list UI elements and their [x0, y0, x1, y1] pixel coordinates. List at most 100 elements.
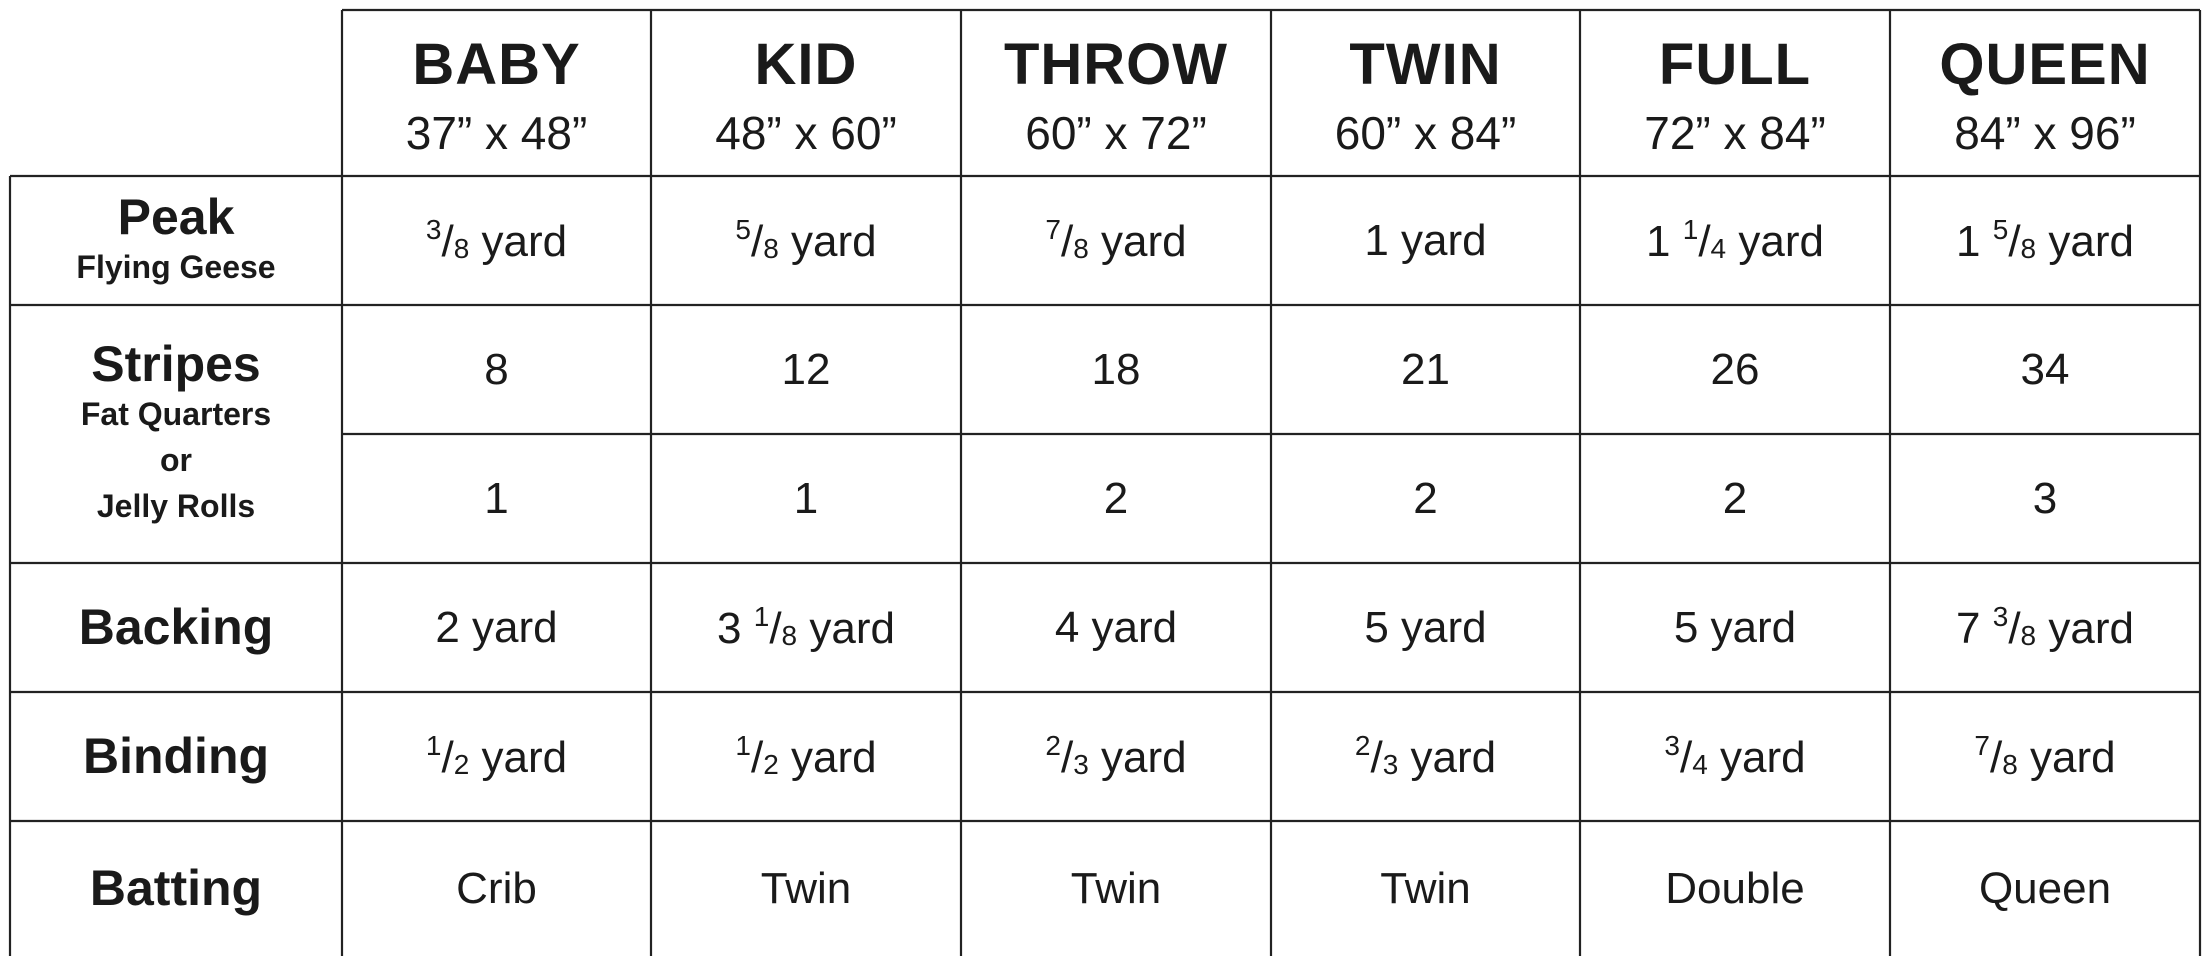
- table-cell-value: Twin: [651, 821, 961, 956]
- table-cell-value: 1 5/8 yard: [1890, 176, 2200, 305]
- size-dimensions: 84” x 96”: [1954, 107, 2136, 159]
- row-title: Peak: [117, 189, 235, 246]
- row-subtitle: Flying Geese: [76, 248, 276, 285]
- cell-value: 7/8 yard: [1045, 214, 1187, 266]
- table-cell-value: 26: [1580, 305, 1890, 434]
- size-header-kid: KID 48” x 60”: [651, 10, 961, 176]
- table-cell-value: 5/8 yard: [651, 176, 961, 305]
- cell-value: 1 5/8 yard: [1956, 214, 2134, 266]
- cell-value: 7/8 yard: [1974, 730, 2116, 782]
- cell-value: Queen: [1978, 863, 2112, 913]
- row-subtitle: Fat Quarters: [80, 395, 272, 432]
- cell-value: 34: [2020, 344, 2070, 394]
- row-title: Batting: [89, 860, 263, 917]
- cell-value: Twin: [1380, 863, 1471, 913]
- table-cell-value: 2/3 yard: [961, 692, 1271, 821]
- table-cell-value: 2: [1271, 434, 1580, 563]
- cell-value: 26: [1710, 344, 1760, 394]
- cell-value: 5 yard: [1364, 602, 1487, 652]
- table-cell-value: Twin: [1271, 821, 1580, 956]
- row-label-batting: Batting: [10, 821, 342, 956]
- table-cell-value: Double: [1580, 821, 1890, 956]
- size-name: QUEEN: [1939, 32, 2151, 97]
- table-cell-value: 1: [651, 434, 961, 563]
- table-cell-value: Queen: [1890, 821, 2200, 956]
- cell-value: 18: [1091, 344, 1141, 394]
- row-label-stripes: Stripes Fat Quarters or Jelly Rolls: [10, 305, 342, 563]
- row-title: Stripes: [91, 336, 261, 393]
- table-cell-value: 1/2 yard: [651, 692, 961, 821]
- table-cell-value: 2/3 yard: [1271, 692, 1580, 821]
- cell-value: 3 1/8 yard: [717, 601, 895, 653]
- cell-value: 3: [2032, 473, 2058, 523]
- table-cell-value: 3: [1890, 434, 2200, 563]
- table-cell-value: 5 yard: [1580, 563, 1890, 692]
- table-cell-value: 1/2 yard: [342, 692, 651, 821]
- size-header-full: FULL 72” x 84”: [1580, 10, 1890, 176]
- table-cell-value: 4 yard: [961, 563, 1271, 692]
- cell-value: 1/2 yard: [425, 730, 568, 782]
- size-dimensions: 60” x 84”: [1334, 107, 1517, 159]
- cell-value: 5 yard: [1673, 602, 1797, 652]
- size-name: THROW: [1003, 32, 1229, 97]
- size-dimensions: 37” x 48”: [405, 107, 588, 159]
- cell-value: 2/3 yard: [1045, 730, 1187, 782]
- cell-value: 12: [781, 344, 831, 394]
- cell-value: 5/8 yard: [735, 214, 877, 266]
- table-cell-value: 1 yard: [1271, 176, 1580, 305]
- table-cell-value: 2: [961, 434, 1271, 563]
- row-label-backing: Backing: [10, 563, 342, 692]
- cell-value: 1: [793, 473, 819, 523]
- table-cell-value: 21: [1271, 305, 1580, 434]
- row-title: Binding: [82, 728, 270, 785]
- cell-value: 1 1/4 yard: [1646, 214, 1824, 266]
- table-cell-value: 1: [342, 434, 651, 563]
- size-dimensions: 48” x 60”: [715, 107, 897, 159]
- cell-value: 2 yard: [435, 602, 558, 652]
- table-cell-value: 7 3/8 yard: [1890, 563, 2200, 692]
- table-cell-value: 1 1/4 yard: [1580, 176, 1890, 305]
- cell-value: 2: [1722, 473, 1748, 523]
- cell-value: 4 yard: [1054, 602, 1178, 652]
- table-cell-value: 8: [342, 305, 651, 434]
- row-subtitle: or: [160, 442, 192, 479]
- size-name: BABY: [412, 32, 581, 97]
- table-cell-value: Crib: [342, 821, 651, 956]
- size-header-throw: THROW 60” x 72”: [961, 10, 1271, 176]
- cell-value: 1: [484, 473, 509, 523]
- cell-value: 3/8 yard: [425, 214, 568, 266]
- table-cell-value: 12: [651, 305, 961, 434]
- table-cell-value: 7/8 yard: [1890, 692, 2200, 821]
- table-cell-value: 2 yard: [342, 563, 651, 692]
- row-label-binding: Binding: [10, 692, 342, 821]
- size-name: KID: [754, 32, 858, 97]
- table-cell-value: 34: [1890, 305, 2200, 434]
- cell-value: 2: [1413, 473, 1438, 523]
- table-cell-value: 18: [961, 305, 1271, 434]
- size-header-baby: BABY 37” x 48”: [342, 10, 651, 176]
- cell-value: 2/3 yard: [1354, 730, 1497, 782]
- size-name: FULL: [1658, 32, 1812, 97]
- size-dimensions: 72” x 84”: [1644, 107, 1826, 159]
- size-name: TWIN: [1349, 32, 1502, 97]
- cell-value: Twin: [1070, 863, 1162, 913]
- cell-value: 21: [1401, 344, 1450, 394]
- cell-value: 2: [1103, 473, 1129, 523]
- table-cell-value: 3 1/8 yard: [651, 563, 961, 692]
- cell-value: Twin: [760, 863, 852, 913]
- table-cell-value: 2: [1580, 434, 1890, 563]
- size-header-twin: TWIN 60” x 84”: [1271, 10, 1580, 176]
- cell-value: Crib: [456, 863, 537, 913]
- row-label-peak: Peak Flying Geese: [10, 176, 342, 305]
- cell-value: 3/4 yard: [1664, 730, 1806, 782]
- cell-value: 7 3/8 yard: [1956, 601, 2134, 653]
- cell-value: 1/2 yard: [735, 730, 877, 782]
- size-header-queen: QUEEN 84” x 96”: [1890, 10, 2200, 176]
- size-dimensions: 60” x 72”: [1025, 107, 1207, 159]
- cell-value: 1 yard: [1364, 215, 1487, 265]
- table-cell-value: 7/8 yard: [961, 176, 1271, 305]
- table-cell-value: 3/4 yard: [1580, 692, 1890, 821]
- row-subtitle: Jelly Rolls: [96, 488, 256, 525]
- table-cell-value: 3/8 yard: [342, 176, 651, 305]
